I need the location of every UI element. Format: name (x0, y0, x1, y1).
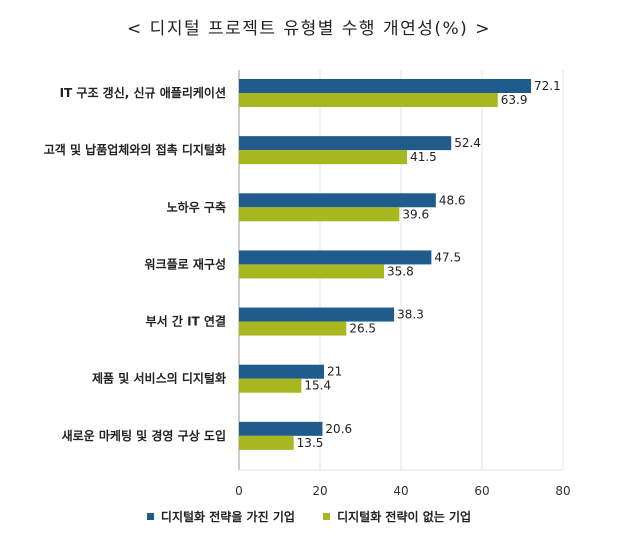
category-label-1: 고객 및 납품업체와의 접촉 디지털화 (44, 142, 226, 157)
legend-item-series1: 디지털화 전략을 가진 기업 (146, 508, 295, 525)
bar-series2-0 (239, 93, 498, 107)
data-label-series2-0: 63.9 (501, 93, 528, 107)
legend: 디지털화 전략을 가진 기업 디지털화 전략이 없는 기업 (0, 508, 618, 525)
bar-series1-0 (239, 79, 532, 93)
data-label-series1-3: 47.5 (434, 250, 461, 264)
data-label-series2-2: 39.6 (402, 207, 429, 221)
bar-series1-3 (239, 250, 432, 265)
data-label-series1-0: 72.1 (534, 79, 561, 93)
category-label-6: 새로운 마케팅 및 경영 구상 도입 (62, 428, 226, 443)
bar-series1-2 (239, 193, 436, 208)
data-label-series2-6: 13.5 (297, 436, 324, 450)
data-label-series2-4: 26.5 (349, 322, 376, 336)
chart-title: < 디지털 프로젝트 유형별 수행 개연성(%) > (127, 19, 491, 39)
bar-series2-4 (239, 321, 347, 336)
data-label-series1-6: 20.6 (325, 422, 352, 436)
bar-series1-6 (239, 421, 323, 436)
legend-label-series1: 디지털화 전략을 가진 기업 (160, 510, 295, 524)
data-label-series2-3: 35.8 (387, 264, 414, 278)
data-label-series1-4: 38.3 (397, 308, 424, 322)
bar-series2-1 (239, 150, 408, 165)
data-label-series1-1: 52.4 (454, 136, 481, 150)
category-label-0: IT 구조 갱신, 신규 애플리케이션 (60, 85, 226, 100)
category-label-5: 제품 및 서비스의 디지털화 (92, 371, 226, 386)
legend-label-series2: 디지털화 전략이 없는 기업 (337, 510, 472, 524)
x-tick-label-0: 0 (235, 484, 243, 498)
category-label-4: 부서 간 IT 연결 (146, 314, 226, 329)
bar-series2-5 (239, 378, 302, 393)
bar-series2-2 (239, 207, 400, 222)
data-label-series2-5: 15.4 (304, 379, 331, 393)
category-label-3: 워크플로 재구성 (145, 256, 226, 271)
bar-series1-4 (239, 307, 395, 322)
legend-swatch-series2 (323, 513, 331, 520)
bar-series1-1 (239, 136, 452, 151)
x-tick-label-80: 80 (555, 484, 570, 498)
data-label-series1-2: 48.6 (439, 193, 466, 207)
bar-series1-5 (239, 364, 325, 379)
bar-series2-6 (239, 435, 294, 450)
legend-swatch-series1 (146, 513, 154, 520)
data-label-series2-1: 41.5 (410, 150, 437, 164)
legend-item-series2: 디지털화 전략이 없는 기업 (323, 508, 471, 525)
category-label-2: 노하우 구축 (167, 199, 226, 214)
x-tick-label-60: 60 (474, 484, 489, 498)
data-label-series1-5: 21 (327, 365, 342, 379)
x-tick-label-40: 40 (393, 484, 408, 498)
x-tick-label-20: 20 (312, 484, 327, 498)
bar-series2-3 (239, 264, 384, 279)
